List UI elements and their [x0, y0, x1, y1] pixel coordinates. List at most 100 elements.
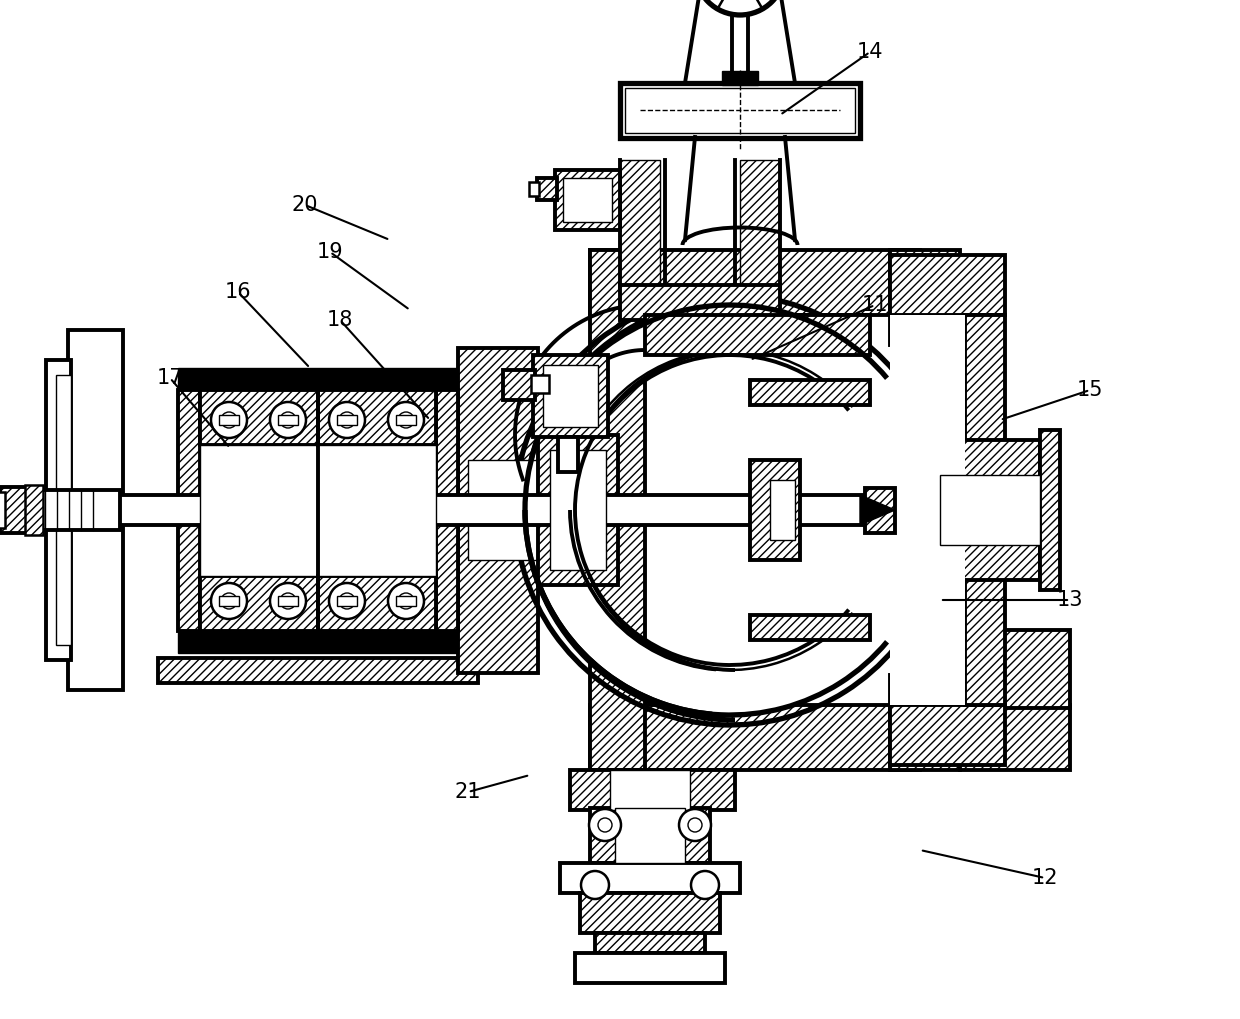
- Text: 12: 12: [1032, 868, 1058, 888]
- Text: 18: 18: [327, 310, 353, 330]
- Bar: [590, 808, 711, 863]
- Bar: [533, 355, 608, 437]
- Circle shape: [270, 403, 306, 438]
- Bar: [538, 435, 618, 585]
- Bar: [458, 348, 538, 673]
- Bar: [610, 770, 689, 810]
- Bar: [620, 285, 780, 320]
- Bar: [558, 437, 578, 472]
- Bar: [317, 445, 436, 576]
- Bar: [531, 375, 549, 393]
- Bar: [0, 492, 5, 528]
- Bar: [157, 658, 477, 683]
- Text: 21: 21: [455, 782, 481, 802]
- Bar: [575, 953, 725, 983]
- Circle shape: [270, 583, 306, 619]
- Text: 20: 20: [291, 195, 319, 215]
- Bar: [200, 390, 436, 631]
- Bar: [740, 160, 780, 290]
- Bar: [595, 933, 706, 953]
- Bar: [960, 630, 1070, 708]
- Bar: [551, 450, 606, 570]
- Bar: [960, 705, 1070, 770]
- Bar: [570, 770, 735, 810]
- Bar: [529, 182, 539, 196]
- Bar: [396, 596, 415, 606]
- Circle shape: [582, 871, 609, 899]
- Text: 17: 17: [156, 368, 184, 388]
- Bar: [940, 475, 1040, 545]
- Bar: [179, 631, 458, 653]
- Bar: [590, 250, 645, 770]
- Circle shape: [694, 0, 785, 15]
- Circle shape: [691, 871, 719, 899]
- Circle shape: [221, 593, 237, 609]
- Bar: [200, 445, 317, 576]
- Circle shape: [211, 583, 247, 619]
- Bar: [317, 390, 436, 445]
- Bar: [770, 480, 795, 540]
- Bar: [580, 893, 720, 933]
- Circle shape: [211, 403, 247, 438]
- Bar: [179, 368, 458, 390]
- Bar: [750, 380, 870, 405]
- Circle shape: [280, 412, 296, 428]
- Bar: [278, 596, 298, 606]
- Bar: [46, 360, 71, 660]
- Polygon shape: [525, 305, 887, 715]
- Bar: [645, 315, 870, 355]
- Bar: [750, 615, 870, 640]
- Circle shape: [280, 593, 296, 609]
- Bar: [278, 415, 298, 425]
- Bar: [503, 370, 534, 400]
- Bar: [965, 315, 1004, 705]
- Bar: [56, 375, 71, 645]
- Text: 15: 15: [1076, 380, 1104, 400]
- Circle shape: [329, 583, 365, 619]
- Text: 14: 14: [857, 42, 883, 62]
- Bar: [590, 705, 920, 770]
- Bar: [940, 440, 1040, 580]
- Bar: [560, 863, 740, 893]
- Bar: [866, 488, 895, 533]
- Bar: [537, 178, 557, 200]
- Bar: [467, 460, 538, 560]
- Bar: [722, 71, 758, 85]
- Text: 13: 13: [1056, 590, 1084, 610]
- Bar: [115, 495, 866, 525]
- Bar: [0, 487, 30, 533]
- Bar: [317, 576, 436, 631]
- Circle shape: [589, 809, 621, 841]
- Bar: [25, 485, 43, 535]
- Circle shape: [598, 818, 613, 832]
- Bar: [179, 390, 200, 631]
- Bar: [890, 255, 1004, 315]
- Bar: [219, 596, 239, 606]
- Circle shape: [398, 593, 414, 609]
- Bar: [219, 415, 239, 425]
- Bar: [890, 675, 960, 770]
- Bar: [68, 330, 123, 690]
- Circle shape: [398, 412, 414, 428]
- Bar: [200, 390, 317, 445]
- Text: 16: 16: [224, 282, 252, 302]
- Bar: [543, 365, 598, 427]
- Circle shape: [339, 593, 355, 609]
- Bar: [750, 460, 800, 560]
- Bar: [620, 83, 861, 138]
- Bar: [40, 490, 120, 530]
- Circle shape: [388, 583, 424, 619]
- Bar: [620, 160, 660, 290]
- Bar: [1040, 430, 1060, 590]
- Bar: [625, 88, 856, 133]
- Bar: [396, 415, 415, 425]
- Bar: [563, 178, 613, 222]
- Bar: [890, 315, 965, 705]
- Bar: [890, 250, 960, 345]
- Bar: [436, 390, 458, 631]
- Circle shape: [388, 403, 424, 438]
- Bar: [200, 576, 317, 631]
- Circle shape: [339, 412, 355, 428]
- Circle shape: [221, 412, 237, 428]
- Text: 19: 19: [316, 242, 343, 262]
